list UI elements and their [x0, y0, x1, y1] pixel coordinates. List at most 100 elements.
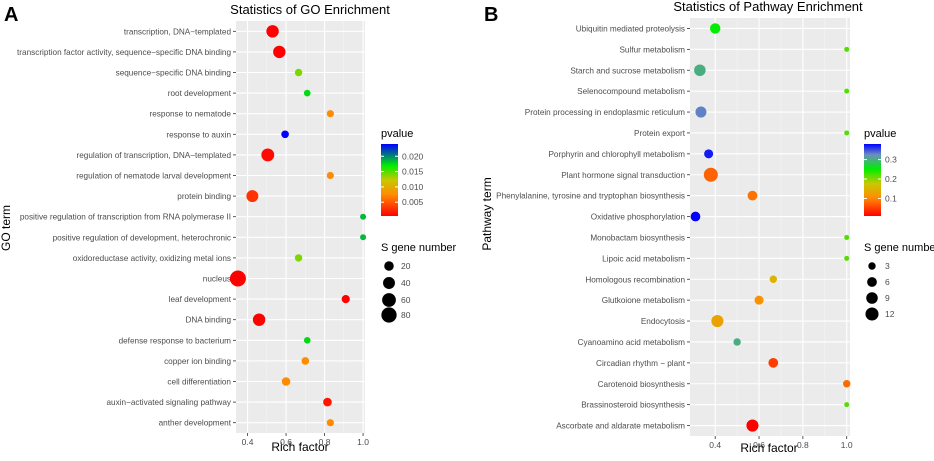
- y-tick-label: response to nematode: [150, 110, 232, 119]
- y-tick-label: regulation of transcription, DNA−templat…: [76, 151, 231, 160]
- size-legend-dot: [866, 292, 878, 304]
- size-legend-label: 6: [885, 277, 890, 287]
- y-tick-label: cell differentiation: [167, 378, 231, 387]
- size-legend-label: 3: [885, 261, 890, 271]
- panel-b-x-ticks: 0.4 0.6 0.8 1.0: [709, 436, 853, 450]
- x-tick-label: 0.4: [242, 437, 254, 447]
- panel-b-label: B: [484, 4, 498, 26]
- data-point: [704, 149, 714, 159]
- panel-a-label: A: [4, 4, 18, 26]
- y-tick-label: Porphyrin and chlorophyll metabolism: [548, 150, 685, 159]
- y-tick-label: Plant hormone signal transduction: [561, 171, 685, 180]
- data-point: [261, 148, 275, 162]
- data-point: [301, 357, 310, 365]
- y-tick-label: Selenocompound metabolism: [577, 87, 685, 96]
- y-tick-label: transcription factor activity, sequence−…: [17, 48, 231, 57]
- panel-a-size-legend-items: 20 40 60 80: [381, 261, 411, 323]
- data-point: [294, 254, 303, 262]
- data-point: [844, 234, 850, 240]
- size-legend-label: 40: [401, 278, 411, 288]
- data-point: [844, 88, 850, 94]
- data-point: [266, 25, 279, 38]
- data-point: [754, 295, 764, 305]
- data-point: [294, 68, 303, 77]
- data-point: [323, 397, 332, 407]
- data-point: [769, 275, 777, 283]
- x-tick-label: 0.6: [753, 440, 765, 450]
- colorbar-tick-label: 0.020: [402, 151, 424, 161]
- data-point: [711, 315, 724, 328]
- data-point: [710, 23, 721, 34]
- panel-b-size-legend-items: 3 6 9 12: [865, 261, 895, 321]
- x-tick-label: 0.6: [280, 437, 292, 447]
- data-point: [326, 110, 334, 118]
- panel-b-y-axis-label: Pathway term: [480, 177, 494, 250]
- y-tick-label: DNA binding: [185, 316, 231, 325]
- size-legend-dot: [381, 307, 397, 323]
- panel-a: A Statistics of GO Enrichment transcript…: [0, 2, 457, 454]
- y-tick-label: Protein processing in endoplasmic reticu…: [525, 108, 685, 117]
- y-tick-label: Glutkoione metabolism: [602, 296, 685, 305]
- y-tick-label: Protein export: [634, 129, 686, 138]
- panel-a-x-ticks: 0.4 0.6 0.8 1.0: [242, 433, 369, 447]
- y-tick-label: transcription, DNA−templated: [124, 27, 232, 36]
- panel-a-size-legend-title: S gene number: [381, 242, 457, 254]
- data-point: [690, 211, 701, 222]
- y-tick-label: oxidoreductase activity, oxidizing metal…: [73, 254, 231, 263]
- y-tick-label: Sulfur metabolism: [619, 45, 685, 54]
- data-point: [360, 213, 367, 220]
- size-legend-label: 20: [401, 261, 411, 271]
- colorbar-tick-label: 0.005: [402, 197, 424, 207]
- colorbar-tick-label: 0.015: [402, 167, 424, 177]
- y-tick-label: positive regulation of transcription fro…: [20, 213, 231, 222]
- panel-a-y-tick-labels: transcription, DNA−templated transcriptio…: [17, 27, 236, 428]
- x-tick-label: 0.8: [797, 440, 809, 450]
- y-tick-label: Lipoic acid metabolism: [602, 254, 685, 263]
- size-legend-label: 9: [885, 293, 890, 303]
- size-legend-label: 60: [401, 295, 411, 305]
- data-point: [843, 380, 851, 388]
- y-tick-label: Homologous recombination: [585, 275, 685, 284]
- y-tick-label: anther development: [159, 419, 232, 428]
- data-point: [844, 255, 850, 261]
- data-point: [768, 357, 779, 368]
- data-point: [281, 377, 291, 386]
- data-point: [733, 338, 741, 346]
- y-tick-label: Ubiquitin mediated proteolysis: [576, 24, 685, 33]
- data-point: [326, 419, 334, 427]
- data-point: [360, 234, 367, 241]
- data-point: [844, 130, 850, 136]
- y-tick-label: root development: [168, 89, 232, 98]
- colorbar-tick-label: 0.3: [885, 155, 897, 165]
- y-tick-label: copper ion binding: [164, 357, 231, 366]
- colorbar-tick-label: 0.2: [885, 174, 897, 184]
- panel-a-y-axis-label: GO term: [0, 205, 13, 251]
- panel-a-colorbar: [381, 144, 398, 216]
- x-tick-label: 1.0: [357, 437, 369, 447]
- panel-b-size-legend: S gene number 3 6 9 12: [864, 242, 934, 321]
- data-point: [229, 270, 246, 287]
- data-point: [326, 171, 334, 180]
- y-tick-label: Endocytosis: [641, 317, 685, 326]
- y-tick-label: auxin−activated signaling pathway: [107, 398, 232, 407]
- y-tick-label: Ascorbate and aldarate metabolism: [556, 422, 685, 431]
- y-tick-label: sequence−specific DNA binding: [116, 69, 232, 78]
- y-tick-label: Brassinosteroid biosynthesis: [581, 401, 685, 410]
- data-point: [252, 313, 266, 326]
- data-point: [844, 402, 850, 408]
- data-point: [703, 167, 718, 182]
- data-point: [303, 336, 311, 344]
- size-legend-label: 12: [885, 309, 895, 319]
- y-tick-label: Starch and sucrose metabolism: [570, 66, 685, 75]
- y-tick-label: Cyanoamino acid metabolism: [578, 338, 686, 347]
- y-tick-label: positive regulation of development, hete…: [53, 233, 231, 242]
- y-tick-label: Oxidative phosphorylation: [591, 213, 686, 222]
- data-point: [695, 106, 707, 118]
- data-point: [844, 46, 850, 52]
- y-tick-label: defense response to bacterium: [119, 336, 232, 345]
- y-tick-label: protein binding: [177, 192, 231, 201]
- data-point: [273, 45, 286, 59]
- y-tick-label: Carotenoid biosynthesis: [598, 380, 685, 389]
- panel-b-x-axis-label: Rich factor: [740, 441, 797, 455]
- panel-b-color-legend-title: pvalue: [864, 128, 896, 140]
